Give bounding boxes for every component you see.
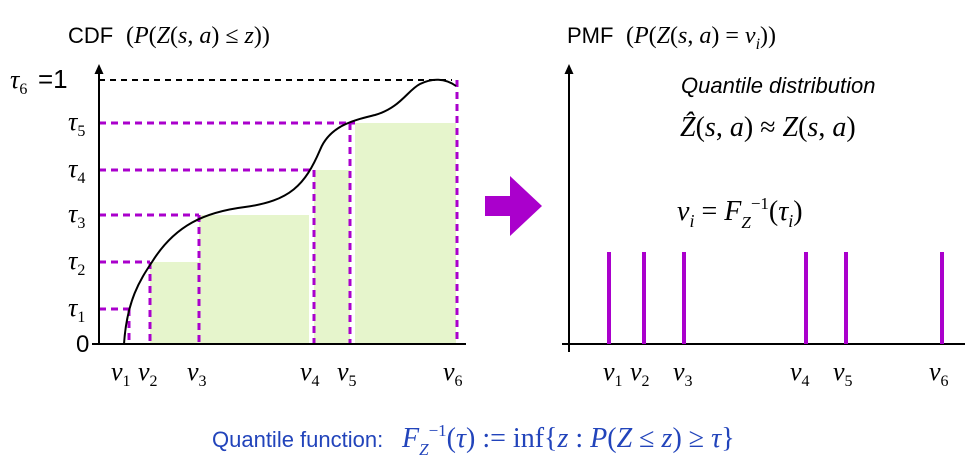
pmf-panel: PMF (P(Z(s, a) = vi)) Quantile distribut… xyxy=(562,23,965,390)
quantile-bar-4 xyxy=(314,170,350,344)
cdf-v5-label: v5 xyxy=(337,357,357,390)
tau-labels: τ1 τ2 τ3 τ4 τ5 τ6 xyxy=(10,65,85,326)
cdf-v6-label: v6 xyxy=(443,357,463,390)
pmf-v6-label: v6 xyxy=(929,357,949,390)
footer-formula: FZ−1(τ) := inf{z : P(Z ≤ z) ≥ τ} xyxy=(401,421,735,459)
pmf-v4-label: v4 xyxy=(790,357,810,390)
footer: Quantile function: FZ−1(τ) := inf{z : P(… xyxy=(212,421,735,459)
pmf-v3-label: v3 xyxy=(673,357,693,390)
quantile-bar-2 xyxy=(150,262,199,344)
footer-prefix: Quantile function: xyxy=(212,427,383,452)
tau4-label: τ4 xyxy=(68,154,85,187)
vi-equation: vi = FZ−1(τi) xyxy=(677,194,803,232)
pmf-v1-label: v1 xyxy=(603,357,623,390)
approx-equation: Ẑ(s, a) ≈ Z(s, a) xyxy=(680,112,856,143)
pmf-title-prefix: PMF xyxy=(567,23,613,48)
quantile-bar-5 xyxy=(355,123,456,344)
tau5-label: τ5 xyxy=(68,107,85,140)
cdf-panel: CDF (P(Z(s, a) ≤ z)) 0 τ1 τ2 τ3 τ4 τ5 τ6… xyxy=(10,23,466,390)
tau1-label: τ1 xyxy=(68,293,85,326)
cdf-title-prefix: CDF xyxy=(68,23,113,48)
cdf-curve xyxy=(123,78,457,345)
transform-arrow xyxy=(485,176,542,236)
cdf-v1-label: v1 xyxy=(111,357,131,390)
pmf-v2-label: v2 xyxy=(630,357,650,390)
cdf-v3-label: v3 xyxy=(187,357,207,390)
quantile-bar-3 xyxy=(199,215,309,344)
pmf-spikes xyxy=(607,252,944,344)
pmf-title-math: (P(Z(s, a) = vi)) xyxy=(626,23,776,53)
tau2-label: τ2 xyxy=(68,246,85,279)
tau6-label: τ6 xyxy=(10,65,27,98)
cdf-title-math: (P(Z(s, a) ≤ z)) xyxy=(126,23,270,49)
cdf-v2-label: v2 xyxy=(138,357,158,390)
cdf-y-zero: 0 xyxy=(76,331,89,358)
tau6-suffix: =1 xyxy=(38,64,68,94)
pmf-v5-label: v5 xyxy=(833,357,853,390)
distribution-label: Quantile distribution xyxy=(681,73,875,98)
cdf-v-labels: v1 v2 v3 v4 v5 v6 xyxy=(111,357,463,390)
cdf-y-arrow xyxy=(94,64,104,74)
pmf-v-labels: v1 v2 v3 v4 v5 v6 xyxy=(603,357,949,390)
pmf-y-arrow xyxy=(564,64,574,74)
cdf-v4-label: v4 xyxy=(300,357,320,390)
tau3-label: τ3 xyxy=(68,199,85,232)
